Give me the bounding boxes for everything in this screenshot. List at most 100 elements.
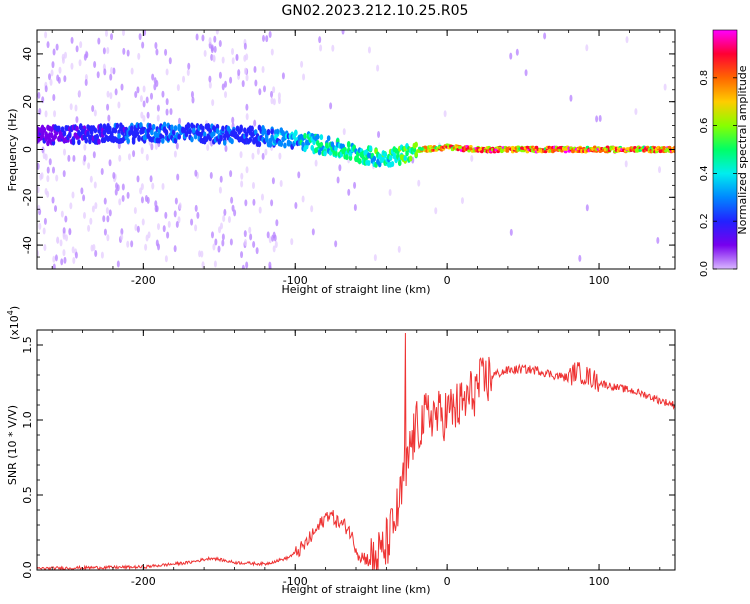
- spectrogram-speckle: [114, 188, 118, 196]
- spectrogram-speckle: [122, 30, 126, 37]
- spectrogram-speckle: [569, 94, 573, 102]
- spectrogram-speckle: [143, 30, 147, 36]
- spectrogram-ridge-cell: [633, 145, 637, 150]
- spectrogram-speckle: [218, 40, 222, 48]
- spectrogram-speckle: [376, 64, 380, 72]
- spectrogram-speckle: [149, 175, 153, 183]
- spectrogram-speckle: [443, 110, 447, 118]
- spectrogram-speckle: [130, 67, 134, 75]
- spectrogram-speckle: [94, 202, 98, 210]
- spectrogram-ridge-cell: [403, 155, 408, 162]
- spectrogram-ridge-cell: [115, 122, 120, 129]
- spectrogram-ridge-cell: [109, 131, 114, 138]
- spectrogram-ridge-cell: [221, 125, 225, 132]
- snr-line: [37, 332, 675, 570]
- spectrogram-speckle: [83, 143, 87, 151]
- spectrogram-speckle: [44, 85, 48, 93]
- spectrogram-speckle: [62, 227, 66, 235]
- snr-y-tick-label: 1.5: [21, 336, 34, 354]
- spectrogram-ridge-cell: [188, 128, 192, 135]
- spectrogram-speckle: [126, 49, 130, 57]
- spectrogram-speckle: [266, 231, 270, 239]
- spectrogram-speckle: [83, 53, 87, 61]
- spectrogram-speckle: [301, 195, 305, 203]
- spectrogram-speckle: [120, 233, 124, 241]
- spectrogram-speckle: [78, 59, 82, 67]
- spectrogram-speckle: [52, 263, 56, 269]
- spectrogram-speckle: [251, 152, 255, 160]
- spectrogram-speckle: [105, 207, 109, 215]
- spectrogram-speckle: [155, 48, 159, 56]
- spectrogram-speckle: [44, 31, 48, 39]
- spectrogram-speckle: [178, 202, 182, 210]
- spectrogram-speckle: [150, 143, 154, 151]
- spectrogram-speckle: [117, 101, 121, 109]
- spectrogram-speckle: [240, 180, 244, 188]
- spectrogram-speckle: [272, 98, 276, 106]
- spectrogram-ridge-cell: [356, 151, 360, 158]
- spectrogram-ridge-cell: [283, 142, 287, 149]
- spectrogram-speckle: [245, 166, 249, 174]
- colorbar-ticks: 0.0 0.2 0.4 0.6 0.8: [699, 70, 737, 277]
- spectrogram-ridge-cell: [89, 129, 94, 136]
- spectrogram-speckle: [64, 215, 68, 223]
- spectrogram-speckle: [595, 115, 599, 123]
- spectrogram-ridge-cell: [148, 123, 152, 130]
- spectrogram-speckle: [118, 198, 122, 206]
- spectrogram-speckle: [142, 100, 146, 108]
- spectrogram-y-tick-label: 40: [21, 47, 34, 61]
- spectrogram-speckle: [79, 41, 83, 49]
- spectrogram-speckle: [60, 258, 64, 266]
- spectrogram-ridge-cell: [257, 141, 262, 148]
- spectrogram-speckle: [63, 148, 67, 156]
- spectrogram-speckle: [46, 166, 50, 174]
- spectrogram-speckle: [154, 42, 158, 50]
- spectrogram-speckle: [136, 225, 140, 233]
- spectrogram-speckle: [46, 175, 50, 183]
- colorbar-tick-label: 0.4: [699, 165, 710, 181]
- spectrogram-speckle: [213, 260, 217, 268]
- spectrogram-speckle: [397, 245, 401, 253]
- spectrogram-ridge-cell: [323, 150, 327, 157]
- spectrogram-speckle: [75, 45, 79, 53]
- spectrogram-speckle: [227, 216, 231, 224]
- spectrogram-speckle: [126, 240, 130, 248]
- spectrogram-ridge-cell: [208, 127, 212, 134]
- spectrogram-speckle: [261, 66, 265, 74]
- spectrogram-speckle: [89, 217, 93, 225]
- spectrogram-speckle: [54, 254, 58, 262]
- spectrogram-speckle: [258, 206, 262, 214]
- spectrogram-speckle: [290, 238, 294, 246]
- spectrogram-speckle: [92, 151, 96, 159]
- spectrogram-speckle: [92, 243, 96, 251]
- spectrogram-ridge-cell: [303, 132, 307, 139]
- spectrogram-speckle: [134, 224, 138, 232]
- spectrogram-speckle: [173, 210, 177, 218]
- spectrogram-speckle: [62, 249, 66, 257]
- spectrogram-speckle: [122, 47, 126, 55]
- spectrogram-speckle: [112, 171, 116, 179]
- spectrogram-speckle: [173, 150, 177, 158]
- spectrogram-ridge-cell: [414, 141, 418, 148]
- spectrogram-speckle: [281, 72, 285, 80]
- snr-x-tick-label: -200: [131, 575, 156, 588]
- spectrogram-speckle: [229, 238, 233, 246]
- spectrogram-speckle: [219, 222, 223, 230]
- spectrogram-speckle: [51, 61, 55, 69]
- spectrogram-speckle: [53, 110, 57, 118]
- spectrogram-speckle: [69, 103, 73, 111]
- spectrogram-speckle: [70, 62, 74, 70]
- spectrogram-speckle: [377, 131, 381, 139]
- spectrogram-speckle: [37, 186, 40, 194]
- snr-y-tick-label: 0.5: [21, 486, 34, 504]
- spectrogram-speckle: [509, 52, 513, 60]
- spectrogram-ridge-cell: [275, 128, 280, 135]
- spectrogram-speckle: [187, 62, 191, 70]
- spectrogram-speckle: [208, 81, 212, 89]
- spectrogram-speckle: [116, 260, 120, 268]
- spectrogram-speckle: [241, 80, 245, 88]
- spectrogram-speckle: [201, 34, 205, 42]
- spectrogram-speckle: [243, 67, 247, 75]
- spectrogram-speckle: [174, 197, 178, 205]
